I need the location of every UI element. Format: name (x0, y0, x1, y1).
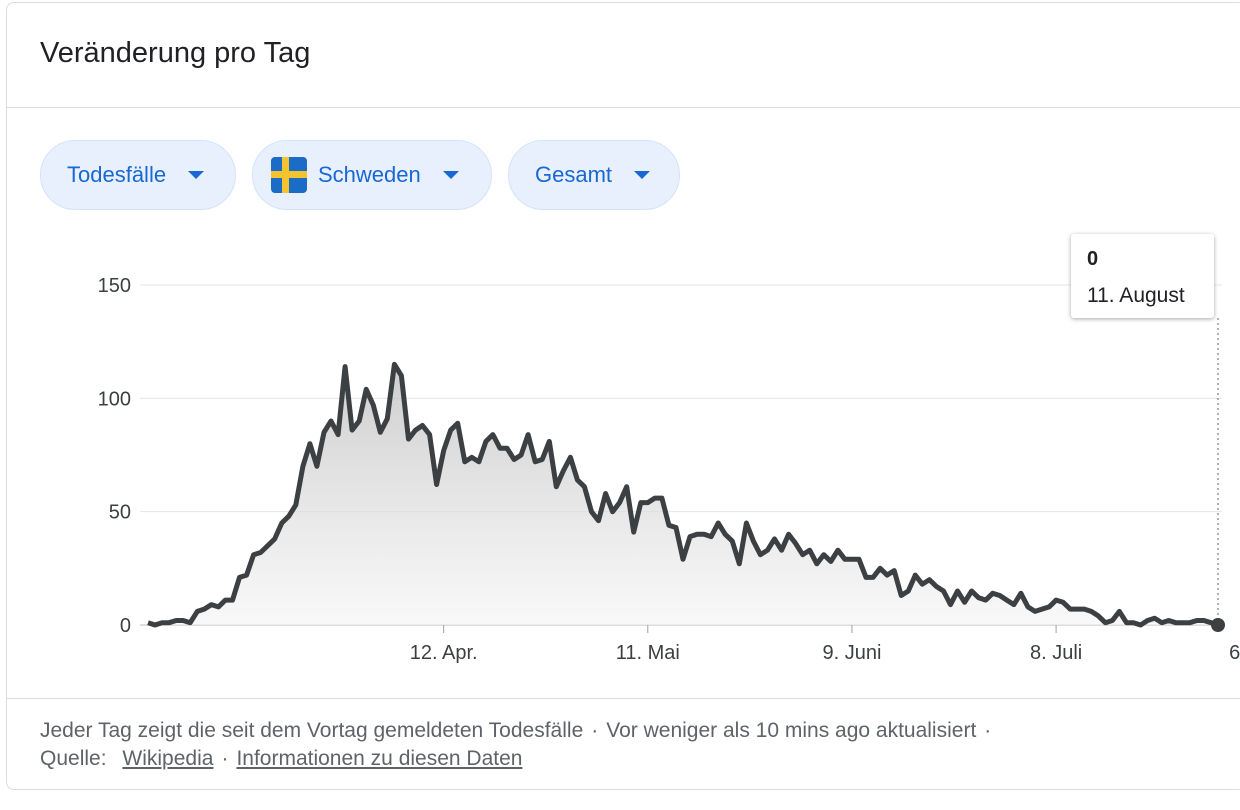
sweden-flag-icon (271, 157, 307, 193)
y-axis-labels: 0 50 100 150 (98, 275, 131, 637)
footer-updated: Vor weniger als 10 mins ago aktualisiert (606, 719, 977, 742)
x-tick-label: 8. Juli (1030, 642, 1082, 664)
y-tick-label: 150 (98, 275, 131, 297)
range-dropdown-label: Gesamt (535, 162, 613, 187)
card-header: Veränderung pro Tag (7, 3, 1240, 108)
x-tick-label: 9. Juni (822, 642, 881, 664)
y-tick-label: 100 (98, 388, 131, 410)
country-dropdown[interactable]: Schweden (252, 140, 492, 210)
page-title: Veränderung pro Tag (40, 37, 311, 69)
x-tick-label: 6. Aug. (1229, 642, 1240, 664)
x-tick-label: 12. Apr. (410, 642, 478, 664)
chart-card: Veränderung pro Tag Todesfälle Schweden … (6, 2, 1240, 790)
country-dropdown-label: Schweden (318, 162, 421, 187)
data-line (147, 361, 1219, 628)
wikipedia-link[interactable]: Wikipedia (122, 747, 214, 770)
metric-dropdown[interactable]: Todesfälle (40, 140, 236, 210)
y-tick-label: 50 (109, 502, 131, 524)
x-tick-label: 11. Mai (616, 642, 680, 664)
chevron-down-icon (188, 171, 205, 179)
footer-description: Jeder Tag zeigt die seit dem Vortag geme… (40, 719, 584, 742)
metric-dropdown-label: Todesfälle (67, 162, 167, 187)
range-dropdown[interactable]: Gesamt (508, 140, 680, 210)
footer-source-line: Quelle: Wikipedia · Informationen zu diese… (40, 747, 523, 770)
hover-point[interactable] (1211, 618, 1225, 632)
chevron-down-icon (634, 171, 651, 179)
chevron-down-icon (442, 171, 459, 179)
card-footer: Jeder Tag zeigt die seit dem Vortag geme… (7, 698, 1240, 770)
tooltip-value: 0 (1087, 248, 1099, 270)
tooltip-date: 11. August (1087, 284, 1185, 307)
data-info-link[interactable]: Informationen zu diesen Daten (236, 747, 523, 770)
chart-tooltip: 0 11. August (1071, 234, 1214, 318)
y-tick-label: 0 (120, 615, 131, 637)
x-axis-labels: 12. Apr. 11. Mai 9. Juni 8. Juli 6. Aug. (410, 625, 1240, 664)
footer-info-line: Jeder Tag zeigt die seit dem Vortag geme… (40, 719, 992, 742)
footer-source-label: Quelle: (40, 747, 107, 770)
data-area (148, 364, 1218, 625)
